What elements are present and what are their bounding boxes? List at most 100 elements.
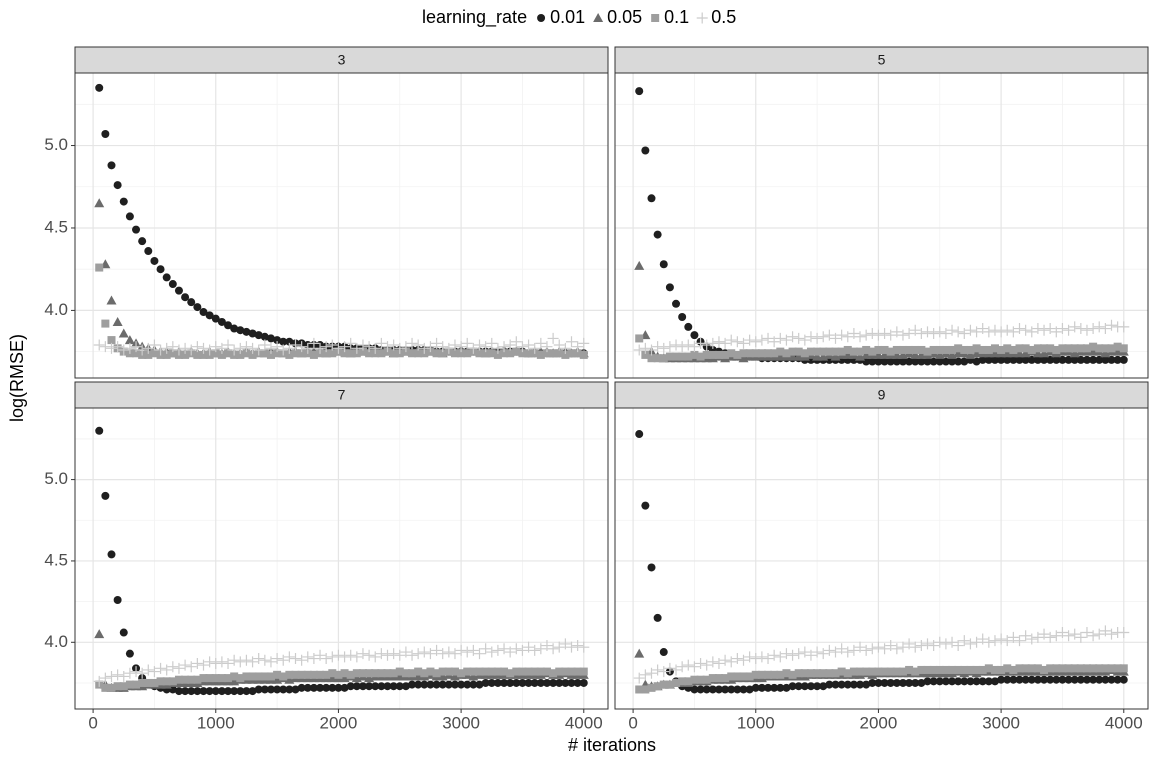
point (868, 357, 877, 366)
point (874, 667, 883, 676)
point (1107, 664, 1116, 673)
point (481, 667, 490, 676)
point (948, 357, 957, 366)
point (211, 314, 220, 323)
point (1082, 344, 1091, 353)
panel (75, 73, 608, 378)
point (813, 669, 822, 678)
point (823, 644, 835, 656)
point (579, 350, 588, 359)
point (248, 687, 257, 696)
legend-label: 0.1 (664, 7, 689, 27)
point (862, 667, 871, 676)
point (984, 664, 993, 673)
point (793, 332, 805, 344)
point (701, 659, 713, 671)
point (708, 674, 717, 683)
point (150, 256, 159, 265)
point (714, 674, 723, 683)
point (228, 654, 240, 666)
legend-label: 0.05 (607, 7, 642, 27)
point (782, 669, 791, 678)
point (504, 646, 516, 658)
point (94, 629, 105, 639)
point (923, 357, 932, 366)
point (1119, 664, 1128, 673)
point (561, 678, 570, 687)
point (480, 643, 492, 655)
point (972, 344, 981, 353)
point (346, 670, 355, 679)
point (1070, 344, 1079, 353)
point (733, 672, 742, 681)
point (204, 656, 216, 668)
strip (614, 46, 1149, 74)
point (935, 345, 944, 354)
point (217, 350, 226, 359)
point (95, 426, 104, 435)
point (204, 344, 216, 356)
point (745, 672, 754, 681)
point (1009, 345, 1018, 354)
point (234, 656, 246, 668)
point (745, 349, 754, 358)
point (1076, 675, 1085, 684)
points (93, 426, 590, 696)
point (512, 667, 521, 676)
point (302, 342, 314, 354)
point (879, 327, 891, 339)
point (1015, 344, 1024, 353)
point (653, 230, 662, 239)
point (1089, 664, 1098, 673)
point (1052, 345, 1061, 354)
point (105, 342, 117, 354)
point (193, 350, 202, 359)
point (346, 682, 355, 691)
point (136, 667, 148, 679)
point (234, 342, 246, 354)
point (1003, 675, 1012, 684)
point (542, 349, 551, 358)
point (831, 680, 840, 689)
point (492, 644, 504, 656)
x-tick-label: 2000 (860, 713, 898, 732)
y-tick-label: 4.5 (44, 217, 68, 236)
point (222, 657, 234, 669)
point (500, 667, 509, 676)
x-tick-label: 1000 (737, 713, 775, 732)
point (1052, 355, 1061, 364)
point (843, 669, 852, 678)
point (872, 329, 884, 341)
point (383, 669, 392, 678)
point (438, 667, 447, 676)
point (144, 247, 153, 256)
point (776, 347, 785, 356)
point (960, 345, 969, 354)
point (1015, 664, 1024, 673)
point (995, 633, 1007, 645)
point (101, 491, 110, 500)
point (727, 349, 736, 358)
point (633, 344, 645, 356)
point (1107, 675, 1116, 684)
point (954, 677, 963, 686)
y-tick-label: 5.0 (44, 469, 68, 488)
point (1014, 323, 1025, 335)
point (713, 336, 725, 348)
point (639, 342, 651, 354)
point (450, 680, 459, 689)
x-tick-label: 0 (88, 713, 97, 732)
point (357, 339, 369, 351)
point (524, 667, 533, 676)
point (296, 341, 308, 353)
point (960, 665, 969, 674)
point (481, 349, 490, 358)
point (432, 669, 441, 678)
point (672, 299, 681, 308)
point (776, 670, 785, 679)
points (633, 430, 1130, 694)
point (905, 345, 914, 354)
point (635, 430, 644, 439)
point (770, 670, 779, 679)
point (684, 322, 693, 331)
